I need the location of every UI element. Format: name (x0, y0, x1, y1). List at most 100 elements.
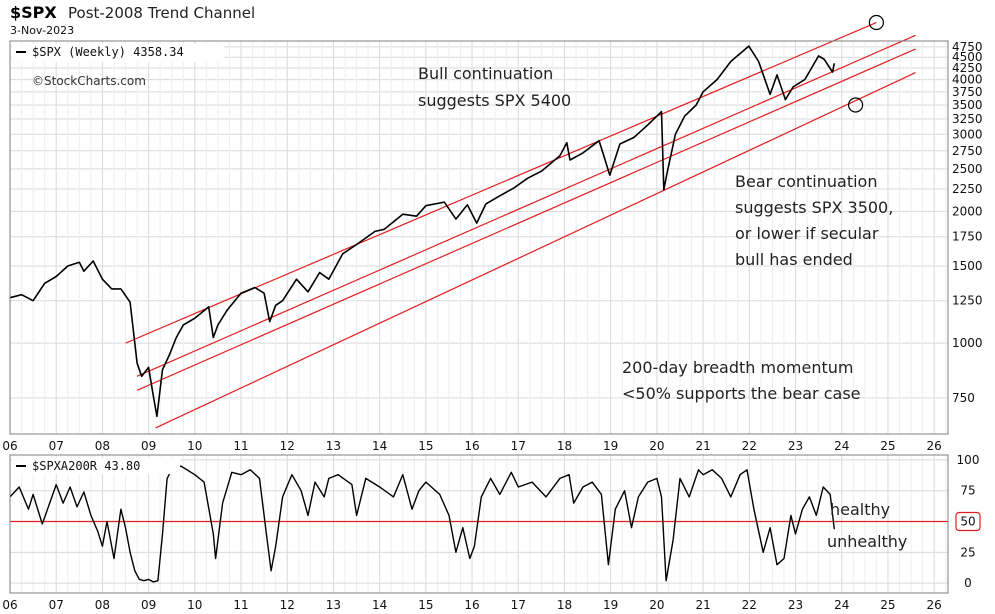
price-time-tick-label: 18 (557, 439, 572, 453)
bear-annotation-line: suggests SPX 3500, (735, 198, 893, 217)
price-axis-tick-label: 3500 (952, 98, 983, 112)
price-axis-tick-label: 4500 (952, 50, 983, 64)
price-time-tick-label: 16 (464, 439, 479, 453)
bear-annotation-line: or lower if secular (735, 224, 879, 243)
breadth-axis-tick-label: 0 (964, 576, 972, 590)
breadth-time-tick-label: 14 (372, 598, 387, 612)
chart-symbol: $SPX (10, 3, 57, 22)
breadth-axis-tick-label: 100 (957, 453, 980, 467)
price-time-tick-label: 06 (2, 439, 17, 453)
price-axis-tick-label: 1500 (952, 259, 983, 273)
stockcharts-watermark: ©StockCharts.com (32, 74, 146, 88)
breadth-panel: 0 25 75 100 50 06 07 08 09 10 11 12 13 14 15 16 17 18 19 2… (2, 453, 981, 612)
price-axis-tick-label: 4750 (952, 40, 983, 54)
price-time-tick-label: 14 (372, 439, 387, 453)
breadth-time-tick-label: 25 (880, 598, 895, 612)
healthy-zone-label: healthy (830, 500, 890, 519)
breadth-panel-frame (9, 454, 949, 594)
price-axis-tick-label: 2000 (952, 204, 983, 218)
price-time-tick-label: 15 (418, 439, 433, 453)
price-time-tick-label: 17 (511, 439, 526, 453)
bull-annotation-line: suggests SPX 5400 (418, 91, 571, 110)
price-axis-tick-label: 1000 (952, 336, 983, 350)
breadth-time-tick-label: 12 (280, 598, 295, 612)
breadth-time-tick-label: 20 (649, 598, 664, 612)
breadth-legend-box (12, 458, 180, 474)
breadth-axis-tick-label: 25 (960, 545, 975, 559)
price-time-axis-ticks: 06 07 08 09 10 11 12 13 14 15 16 17 18 19 20 21 22 23 24 25… (2, 439, 941, 453)
price-axis-tick-label: 750 (952, 391, 975, 405)
target-marker-circle (868, 14, 884, 31)
price-time-tick-label: 21 (695, 439, 710, 453)
price-time-tick-label: 11 (233, 439, 248, 453)
price-axis-tick-label: 3750 (952, 85, 983, 99)
price-time-tick-label: 19 (603, 439, 618, 453)
breadth-annotation-line: <50% supports the bear case (622, 384, 861, 403)
price-panel: 7501000125015001750200022502500275030003… (2, 14, 983, 453)
breadth-time-tick-label: 23 (788, 598, 803, 612)
breadth-time-tick-label: 15 (418, 598, 433, 612)
bear-annotation: Bear continuation suggests SPX 3500, or … (735, 172, 898, 269)
price-time-tick-label: 23 (788, 439, 803, 453)
target-marker-circle (847, 97, 864, 113)
price-axis-tick-label: 2750 (952, 144, 983, 158)
price-axis-tick-label: 4000 (952, 73, 983, 87)
price-time-tick-label: 20 (649, 439, 664, 453)
spx-price-line (9, 45, 836, 418)
price-time-tick-label: 13 (326, 439, 341, 453)
chart-date: 3-Nov-2023 (10, 24, 74, 37)
price-legend-box (12, 44, 224, 62)
price-time-tick-label: 08 (95, 439, 110, 453)
breadth-time-tick-label: 21 (695, 598, 710, 612)
breadth-time-tick-label: 16 (464, 598, 479, 612)
breadth-time-axis-ticks: 06 07 08 09 10 11 12 13 14 15 16 17 18 19 20 21 22 23 24 25… (2, 598, 941, 612)
price-panel-grid (9, 41, 948, 434)
price-axis-tick-label: 2500 (952, 162, 983, 176)
breadth-time-tick-label: 10 (187, 598, 202, 612)
price-time-tick-label: 22 (742, 439, 757, 453)
breadth-annotation: 200-day breadth momentum <50% supports t… (622, 358, 861, 403)
price-axis-tick-label: 1250 (952, 294, 983, 308)
breadth-time-tick-label: 06 (2, 598, 17, 612)
price-time-tick-label: 12 (280, 439, 295, 453)
unhealthy-zone-label: unhealthy (827, 532, 907, 551)
breadth-time-tick-label: 18 (557, 598, 572, 612)
trend-channel-line (136, 48, 916, 391)
breadth-legend-label: $SPXA200R 43.80 (32, 459, 140, 473)
trend-channel-line (136, 34, 916, 377)
price-legend-label: $SPX (Weekly) 4358.34 (32, 45, 184, 59)
chart-title: Post-2008 Trend Channel (68, 4, 255, 22)
fifty-label-box (955, 511, 981, 532)
breadth-axis-ticks: 0 25 75 100 50 (955, 453, 981, 590)
price-axis-tick-label: 4250 (952, 61, 983, 75)
price-time-tick-label: 25 (880, 439, 895, 453)
price-axis-tick-label: 3250 (952, 112, 983, 126)
price-axis-tick-label: 1750 (952, 230, 983, 244)
bear-annotation-line: bull has ended (735, 250, 853, 269)
breadth-time-tick-label: 13 (326, 598, 341, 612)
price-time-tick-label: 24 (834, 439, 849, 453)
price-time-tick-label: 07 (49, 439, 64, 453)
breadth-time-tick-label: 11 (233, 598, 248, 612)
spxa200r-line (9, 465, 835, 583)
price-time-tick-label: 10 (187, 439, 202, 453)
breadth-annotation-line: 200-day breadth momentum (622, 358, 853, 377)
breadth-time-tick-label: 08 (95, 598, 110, 612)
target-markers (847, 14, 884, 113)
price-panel-frame (9, 40, 949, 435)
trend-channel-line (155, 72, 916, 429)
breadth-panel-grid (9, 455, 948, 593)
breadth-time-tick-label: 26 (926, 598, 941, 612)
breadth-time-tick-label: 24 (834, 598, 849, 612)
price-time-tick-label: 26 (926, 439, 941, 453)
price-time-tick-label: 09 (141, 439, 156, 453)
breadth-time-tick-label: 17 (511, 598, 526, 612)
breadth-time-tick-label: 19 (603, 598, 618, 612)
breadth-panel-background (10, 455, 948, 593)
breadth-time-tick-label: 07 (49, 598, 64, 612)
fifty-label: 50 (960, 515, 975, 529)
breadth-axis-tick-label: 75 (960, 484, 975, 498)
price-axis-tick-label: 2250 (952, 182, 983, 196)
bull-annotation-line: Bull continuation (418, 64, 553, 83)
price-axis-ticks: 7501000125015001750200022502500275030003… (952, 40, 983, 405)
